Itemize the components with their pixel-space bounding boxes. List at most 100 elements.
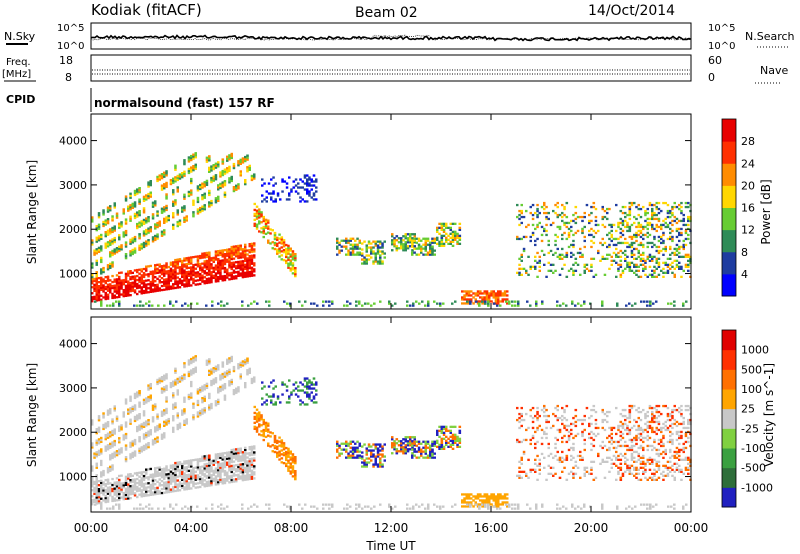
range-gate-cell — [199, 276, 202, 280]
range-gate-cell — [95, 297, 98, 300]
range-gate-cell — [461, 296, 464, 299]
range-gate-cell — [601, 215, 604, 219]
range-gate-cell — [160, 209, 164, 212]
range-gate-cell — [422, 237, 425, 240]
range-gate-cell — [109, 239, 112, 242]
range-gate-cell — [506, 298, 509, 301]
range-gate-cell — [516, 271, 519, 274]
range-gate-cell — [230, 378, 233, 382]
range-gate-cell — [158, 468, 161, 471]
range-gate-cell — [431, 239, 434, 242]
range-gate-cell — [282, 251, 286, 254]
range-gate-cell — [424, 442, 427, 445]
range-gate-cell — [113, 296, 116, 299]
range-gate-cell — [429, 253, 432, 256]
range-gate-cell — [127, 209, 130, 212]
range-gate-cell — [608, 231, 611, 235]
range-gate-cell — [248, 369, 251, 372]
range-gate-cell — [97, 438, 101, 441]
range-gate-cell — [91, 243, 94, 246]
range-gate-cell — [338, 446, 341, 449]
range-gate-cell — [299, 381, 302, 384]
range-gate-cell — [529, 265, 532, 268]
range-gate-cell — [258, 220, 261, 223]
range-gate-cell — [147, 490, 150, 493]
range-gate-cell — [219, 171, 222, 174]
range-gate-cell — [376, 260, 380, 263]
range-gate-cell — [115, 251, 119, 254]
range-gate-cell — [183, 259, 186, 262]
range-gate-cell — [109, 291, 112, 294]
range-gate-cell — [142, 271, 146, 275]
range-gate-cell — [610, 263, 613, 266]
range-gate-cell — [630, 255, 634, 258]
range-gate-cell — [485, 290, 489, 293]
range-gate-cell — [196, 200, 200, 204]
range-gate-cell — [203, 465, 206, 468]
range-gate-cell — [201, 270, 204, 273]
range-gate-cell — [619, 209, 623, 213]
range-gate-cell — [343, 304, 346, 307]
range-gate-cell — [310, 399, 313, 402]
range-gate-cell — [276, 250, 279, 253]
range-gate-cell — [181, 259, 184, 263]
range-gate-cell — [671, 237, 674, 241]
range-gate-cell — [520, 255, 523, 258]
range-gate-cell — [129, 445, 132, 448]
range-gate-cell — [124, 231, 128, 235]
range-gate-cell — [145, 291, 148, 294]
range-gate-cell — [115, 487, 119, 490]
range-gate-cell — [230, 253, 233, 257]
range-gate-cell — [172, 204, 175, 207]
range-gate-cell — [228, 266, 231, 269]
range-gate-cell — [118, 224, 121, 227]
range-gate-cell — [651, 227, 654, 231]
range-gate-cell — [391, 452, 394, 455]
range-gate-cell — [666, 203, 670, 207]
range-gate-cell — [210, 470, 213, 473]
range-gate-cell — [145, 230, 148, 234]
range-gate-cell — [140, 247, 143, 250]
range-gate-cell — [610, 233, 613, 237]
range-gate-cell — [262, 219, 265, 223]
range-gate-cell — [545, 229, 548, 233]
range-gate-cell — [273, 436, 277, 440]
range-gate-cell — [129, 208, 132, 211]
range-gate-cell — [367, 457, 371, 460]
range-gate-cell — [127, 483, 130, 486]
range-gate-cell — [196, 401, 200, 405]
range-gate-cell — [113, 280, 116, 283]
range-gate-cell — [201, 268, 204, 271]
range-gate-cell — [142, 421, 146, 425]
range-gate-cell — [503, 292, 507, 295]
range-gate-cell — [431, 241, 434, 244]
range-gate-cell — [518, 257, 521, 260]
range-gate-cell — [91, 467, 94, 470]
range-gate-cell — [651, 211, 654, 215]
range-gate-cell — [232, 257, 236, 260]
range-gate-cell — [176, 377, 179, 381]
range-gate-cell — [172, 181, 175, 184]
range-gate-cell — [395, 239, 399, 242]
range-gate-cell — [147, 194, 150, 198]
range-gate-cell — [185, 267, 188, 270]
range-gate-cell — [211, 304, 214, 307]
range-gate-cell — [208, 255, 211, 258]
range-gate-cell — [156, 470, 159, 473]
range-gate-cell — [129, 489, 132, 492]
range-gate-cell — [244, 255, 247, 258]
range-gate-cell — [244, 183, 247, 186]
range-gate-cell — [129, 206, 132, 209]
range-gate-cell — [237, 463, 240, 467]
range-gate-cell — [97, 415, 101, 418]
range-gate-cell — [185, 482, 188, 485]
range-gate-cell — [228, 254, 231, 257]
range-gate-cell — [154, 200, 157, 203]
range-gate-cell — [115, 216, 119, 219]
range-gate-cell — [91, 465, 94, 468]
range-gate-cell — [345, 241, 348, 244]
range-gate-cell — [237, 183, 240, 186]
range-gate-cell — [196, 283, 200, 286]
range-gate-cell — [102, 280, 105, 283]
